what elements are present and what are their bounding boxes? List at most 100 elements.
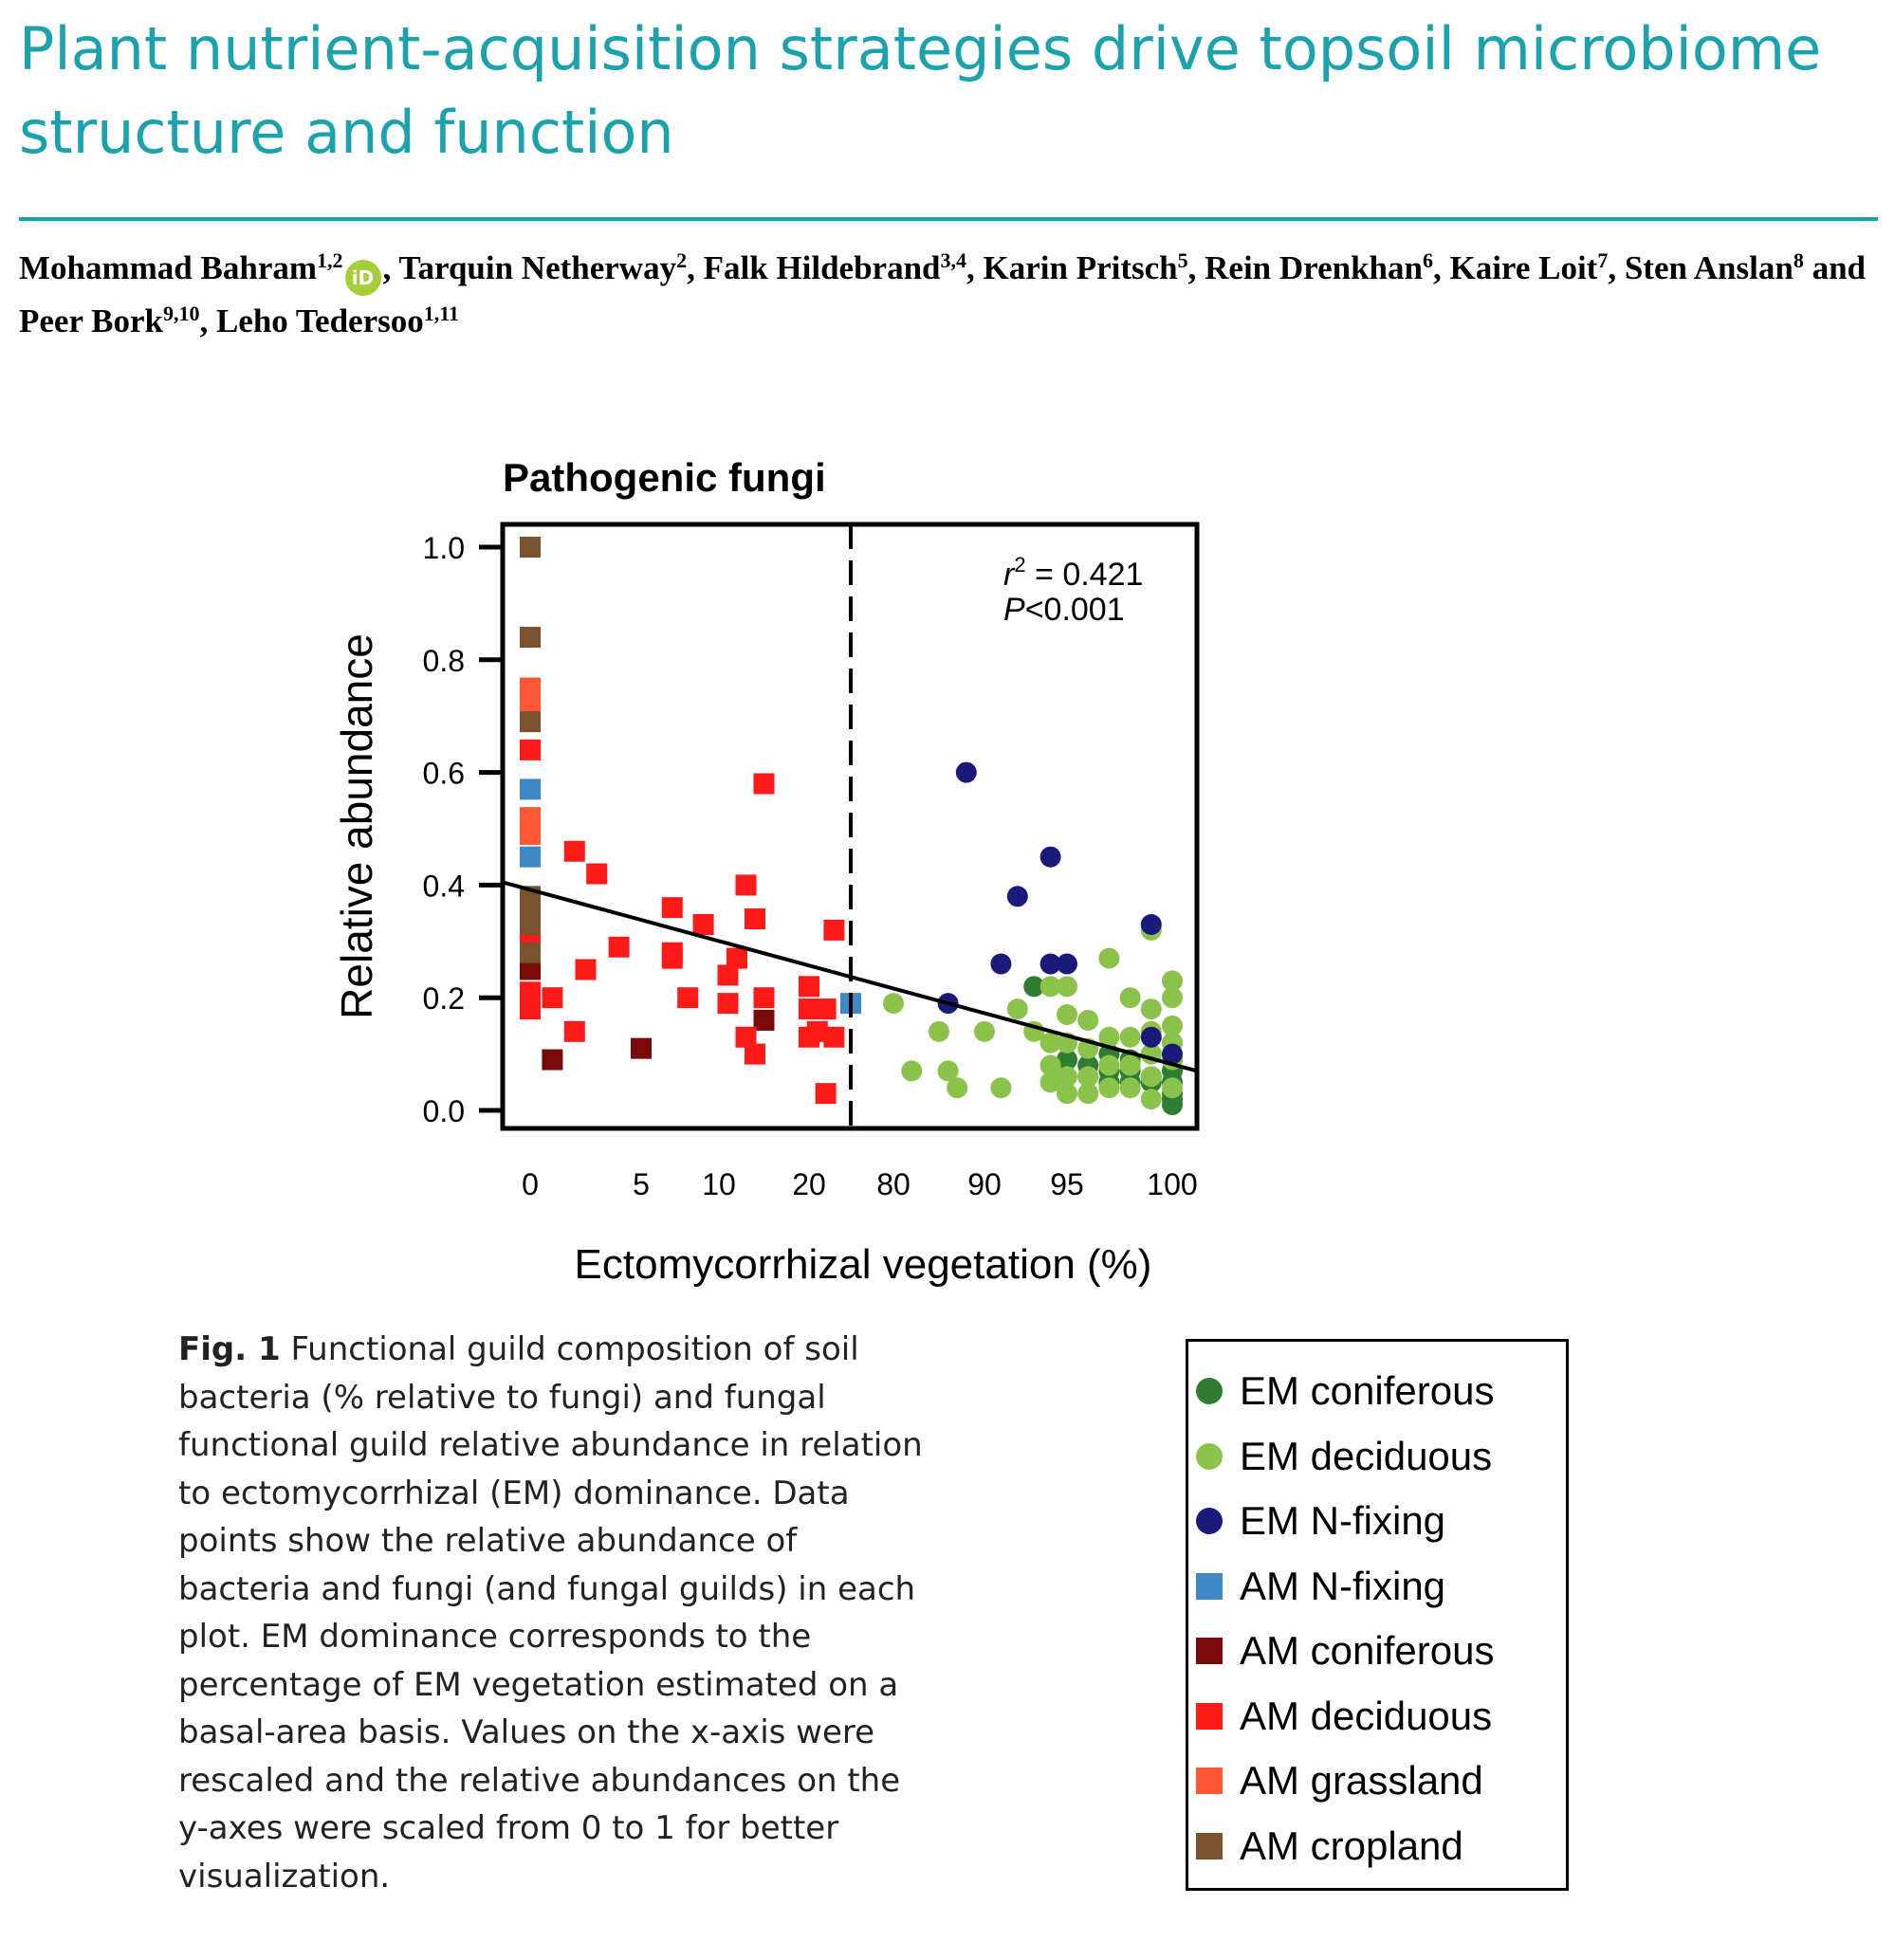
data-point bbox=[1077, 1009, 1099, 1031]
data-point bbox=[520, 694, 541, 716]
data-point bbox=[815, 1083, 837, 1105]
data-point bbox=[717, 993, 739, 1015]
circle-marker-icon bbox=[1196, 1442, 1223, 1470]
data-point bbox=[1006, 998, 1028, 1020]
data-point bbox=[692, 913, 714, 935]
y-tick-label: 0.6 bbox=[423, 757, 465, 791]
x-tick-label: 5 bbox=[633, 1167, 650, 1201]
data-point bbox=[1162, 1094, 1183, 1116]
legend-label: AM deciduous bbox=[1240, 1693, 1493, 1738]
data-point bbox=[677, 987, 699, 1009]
data-point bbox=[575, 959, 597, 980]
data-point bbox=[1077, 1066, 1099, 1088]
data-point bbox=[631, 1037, 652, 1059]
y-tick-label: 0.8 bbox=[423, 644, 465, 678]
chart-legend: EM coniferous EM deciduous EM N-fixing AM N… bbox=[1186, 1339, 1569, 1891]
data-point bbox=[753, 987, 775, 1009]
x-tick-label: 95 bbox=[1050, 1167, 1084, 1201]
circle-marker-icon bbox=[1196, 1378, 1223, 1405]
legend-label: AM coniferous bbox=[1240, 1628, 1495, 1674]
legend-label: AM cropland bbox=[1240, 1823, 1463, 1868]
caption-label: Fig. 1 bbox=[178, 1330, 281, 1368]
author-name: Sten Anslan bbox=[1624, 249, 1794, 286]
data-point bbox=[990, 953, 1012, 975]
author-affiliation: 6 bbox=[1422, 248, 1433, 272]
data-point bbox=[901, 1060, 923, 1082]
data-point bbox=[1140, 998, 1162, 1020]
data-point bbox=[727, 947, 747, 969]
author-affiliation: 3,4 bbox=[940, 248, 967, 272]
legend-label: EM coniferous bbox=[1240, 1368, 1495, 1414]
data-point bbox=[661, 942, 683, 963]
data-point bbox=[974, 1020, 995, 1042]
data-point bbox=[1098, 1026, 1120, 1048]
data-point bbox=[520, 807, 541, 829]
square-marker-icon bbox=[1196, 1572, 1223, 1600]
x-tick-label: 100 bbox=[1147, 1167, 1197, 1201]
title-rule bbox=[19, 217, 1878, 221]
author-name: Leho Tedersoo bbox=[215, 302, 424, 339]
data-point bbox=[1039, 976, 1061, 998]
x-axis-label: Ectomycorrhizal vegetation (%) bbox=[575, 1241, 1152, 1288]
square-marker-icon bbox=[1196, 1832, 1223, 1859]
orcid-icon[interactable]: iD bbox=[344, 260, 381, 296]
legend-label: AM grassland bbox=[1240, 1758, 1483, 1804]
author-affiliation: 1,11 bbox=[423, 302, 460, 325]
data-point bbox=[1057, 1083, 1077, 1105]
legend-item: EM coniferous bbox=[1188, 1359, 1566, 1424]
author-affiliation: 8 bbox=[1793, 248, 1804, 272]
data-point bbox=[1057, 1049, 1077, 1071]
data-point bbox=[520, 779, 541, 800]
data-point bbox=[1039, 1032, 1061, 1053]
data-point bbox=[1006, 886, 1028, 907]
data-point bbox=[753, 773, 775, 795]
data-point bbox=[1077, 1083, 1099, 1105]
data-point bbox=[520, 981, 541, 1003]
data-point bbox=[753, 1009, 775, 1031]
r-squared-annotation: r2 = 0.421 bbox=[1003, 553, 1143, 593]
data-point bbox=[1039, 1072, 1061, 1093]
data-point bbox=[1162, 970, 1183, 992]
data-point bbox=[1119, 1026, 1141, 1048]
author-affiliation: 9,10 bbox=[162, 302, 200, 325]
data-point bbox=[947, 1077, 968, 1099]
data-point bbox=[883, 993, 904, 1015]
data-point bbox=[806, 1020, 828, 1042]
data-point bbox=[1162, 1043, 1183, 1065]
author-name: Kaire Loit bbox=[1449, 249, 1598, 286]
data-point bbox=[1119, 1077, 1141, 1099]
legend-item: AM coniferous bbox=[1188, 1619, 1566, 1684]
data-point bbox=[563, 1020, 585, 1042]
legend-label: AM N-fixing bbox=[1240, 1563, 1446, 1608]
data-point bbox=[1057, 953, 1077, 975]
caption-text: Functional guild composition of soil bac… bbox=[178, 1330, 923, 1896]
plot-frame bbox=[500, 522, 1200, 1131]
data-point bbox=[1098, 1077, 1120, 1099]
data-point bbox=[661, 897, 683, 919]
x-tick-label: 80 bbox=[876, 1167, 911, 1201]
data-point bbox=[1140, 1026, 1162, 1048]
data-point bbox=[1057, 1066, 1077, 1088]
data-point bbox=[542, 987, 563, 1009]
author-name: Karin Pritsch bbox=[983, 249, 1178, 286]
data-point bbox=[823, 919, 845, 941]
figure-caption: Fig. 1 Functional guild composition of s… bbox=[178, 1326, 937, 1900]
square-marker-icon bbox=[1196, 1702, 1223, 1730]
data-point bbox=[520, 739, 541, 760]
scatter-chart: 0.0 0.2 0.4 0.6 0.8 1.0 0 5 10 20 80 90 95 100 Ectomyc… bbox=[332, 522, 1200, 1288]
data-point bbox=[1140, 1089, 1162, 1110]
data-point bbox=[745, 1043, 765, 1065]
legend-label: EM deciduous bbox=[1240, 1433, 1493, 1478]
data-point bbox=[955, 761, 977, 783]
data-point bbox=[1119, 987, 1141, 1009]
author-name: Rein Drenkhan bbox=[1205, 249, 1423, 286]
y-tick-label: 1.0 bbox=[423, 531, 465, 565]
legend-item: AM deciduous bbox=[1188, 1684, 1566, 1749]
data-point bbox=[1162, 987, 1183, 1009]
y-tick-label: 0.0 bbox=[423, 1094, 465, 1128]
data-point bbox=[717, 964, 739, 986]
figure: Pathogenic fungi 0.0 0.2 0.4 0.6 0.8 1.0 0 5 10 2… bbox=[0, 436, 1895, 1309]
data-point bbox=[520, 627, 541, 649]
x-tick-label: 10 bbox=[702, 1167, 736, 1201]
y-tick-label: 0.4 bbox=[423, 869, 465, 903]
